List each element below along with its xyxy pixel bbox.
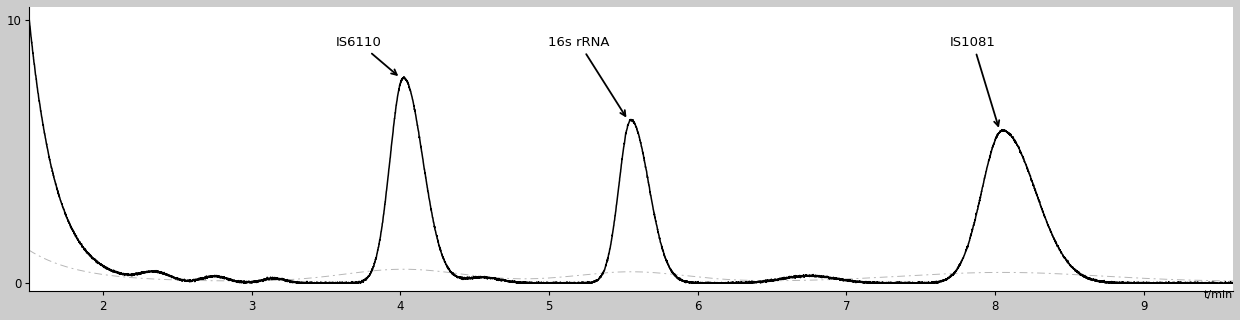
Text: IS6110: IS6110 — [336, 36, 397, 75]
Text: IS1081: IS1081 — [950, 36, 999, 126]
Text: t/min: t/min — [1204, 290, 1233, 300]
Text: 16s rRNA: 16s rRNA — [548, 36, 625, 116]
